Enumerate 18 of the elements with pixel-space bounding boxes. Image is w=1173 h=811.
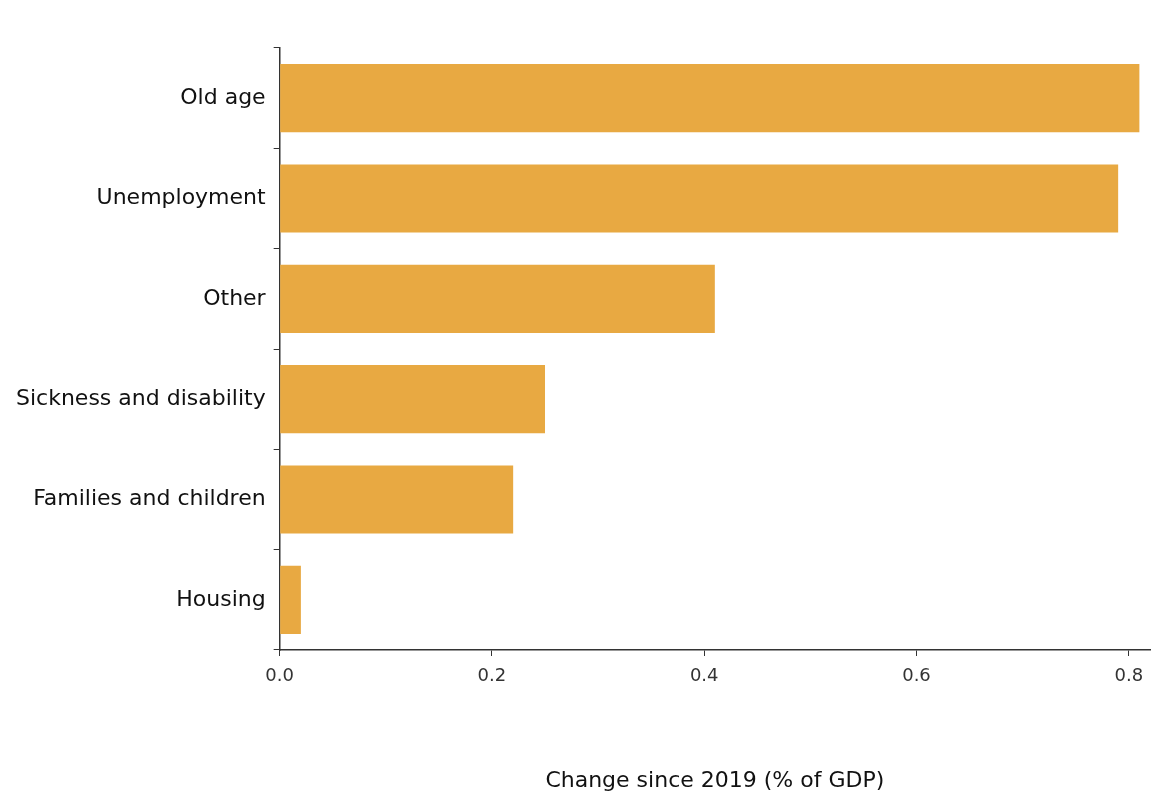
y-tick-label: Other <box>203 284 267 310</box>
bar <box>280 465 514 534</box>
y-tick-label: Old age <box>180 83 266 109</box>
bar <box>280 565 301 634</box>
x-tick-label: 0.6 <box>902 664 931 686</box>
x-tick-label: 0.2 <box>477 664 507 686</box>
x-tick-label: 0.0 <box>265 664 294 686</box>
bar <box>280 64 1140 133</box>
y-tick-label: Housing <box>176 585 266 611</box>
y-tick-label: Sickness and disability <box>15 384 266 410</box>
y-tick-label: Unemployment <box>96 184 267 210</box>
x-axis-title: Change since 2019 (% of GDP) <box>545 766 885 792</box>
bar <box>280 264 715 333</box>
x-tick-label: 0.4 <box>689 664 719 686</box>
bar <box>280 164 1119 233</box>
bar <box>280 365 546 434</box>
x-tick-label: 0.8 <box>1114 664 1144 686</box>
y-tick-label: Families and children <box>33 485 266 511</box>
